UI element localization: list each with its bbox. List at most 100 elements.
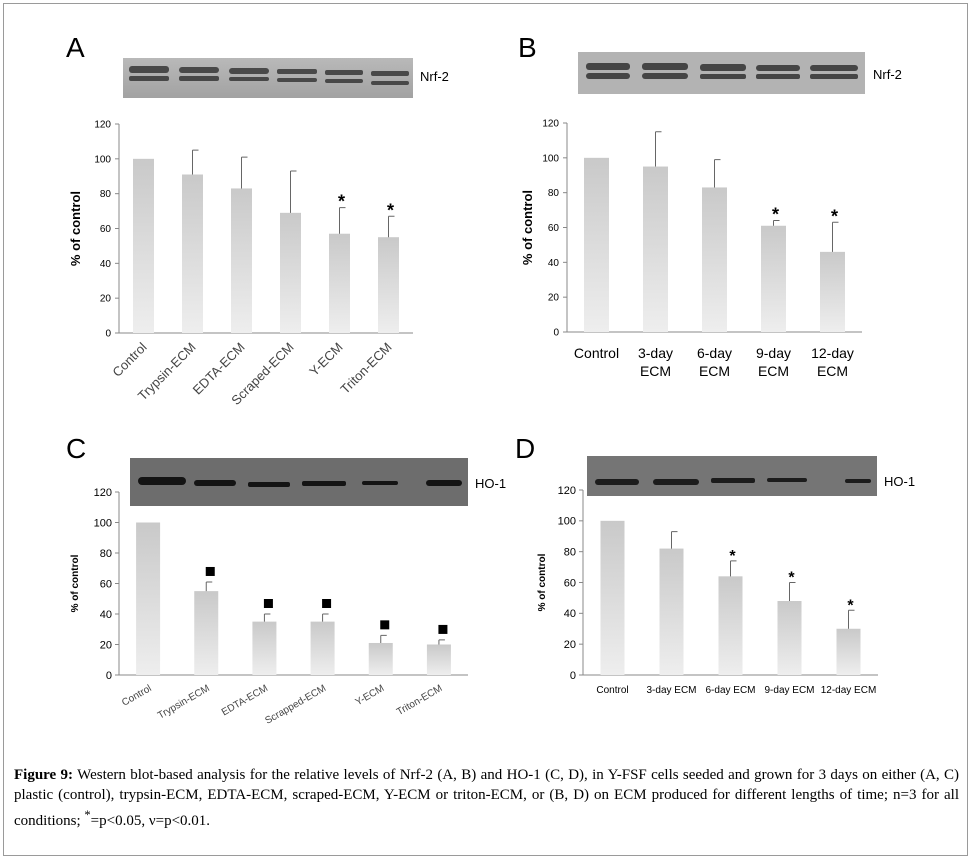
error-bar-a (241, 156, 248, 189)
significance-marker-a: * (338, 192, 345, 212)
significance-marker-c (322, 599, 332, 608)
error-bar-a (192, 149, 199, 175)
y-axis-label-a: % of control (68, 191, 83, 266)
significance-marker-c (438, 624, 448, 634)
y-tick-label-d: 0 (570, 670, 576, 682)
error-bar-c (205, 581, 213, 592)
x-tick-label-d: 9-day ECM (764, 685, 814, 696)
bar-c (426, 644, 451, 675)
significance-marker-d: * (729, 548, 736, 565)
caption-label: Figure 9: (14, 767, 74, 783)
blot-image-b (578, 52, 865, 94)
error-bar-b (714, 159, 721, 188)
y-tick-label-d: 120 (558, 485, 576, 497)
bar-a (182, 174, 203, 333)
bar-d (659, 548, 684, 675)
figure-frame (3, 3, 968, 856)
y-tick-label-c: 20 (100, 639, 112, 651)
panel-letter-a: A (66, 32, 85, 63)
significance-marker-d: * (847, 597, 854, 614)
y-tick-label-a: 80 (100, 189, 112, 200)
y-tick-label-d: 80 (564, 547, 576, 559)
figure-caption: Figure 9: Western blot-based analysis fo… (14, 765, 959, 831)
bar-a (133, 158, 154, 333)
blot-image-c (130, 458, 468, 506)
x-tick-label-d: Control (596, 685, 628, 696)
error-bar-a (388, 215, 395, 238)
significance-marker-a: * (387, 200, 394, 220)
y-tick-label-a: 100 (94, 154, 111, 165)
blot-label-b: Nrf-2 (873, 67, 902, 82)
bar-d (777, 601, 802, 675)
caption-text-2: =p<0.05, ν=p<0.01. (90, 813, 211, 829)
y-tick-label-a: 60 (100, 224, 112, 235)
error-bar-d (730, 560, 737, 577)
caption-text-1: Western blot-based analysis for the rela… (14, 767, 959, 829)
y-tick-label-c: 60 (100, 578, 112, 590)
significance-marker-c (380, 620, 390, 630)
significance-marker-b: * (831, 206, 838, 226)
bar-b (820, 251, 845, 332)
bar-d (600, 520, 625, 675)
y-tick-label-b: 100 (542, 153, 559, 164)
y-tick-label-c: 100 (94, 517, 112, 529)
x-tick-label-b: 12-day ECM (811, 345, 854, 379)
bar-c (252, 621, 277, 675)
error-bar-c (380, 634, 387, 643)
y-tick-label-b: 0 (553, 328, 559, 339)
blot-image-d (587, 456, 877, 496)
blot-label-d: HO-1 (884, 474, 916, 489)
y-tick-label-c: 80 (100, 548, 112, 560)
y-tick-label-c: 40 (100, 609, 112, 621)
y-tick-label-d: 60 (564, 577, 576, 589)
error-bar-d (789, 582, 796, 601)
y-tick-label-d: 20 (564, 639, 576, 651)
error-bar-b (655, 131, 662, 167)
bar-c (136, 522, 161, 675)
x-tick-label-d: 6-day ECM (705, 685, 755, 696)
x-tick-label-b: 6-day ECM (697, 345, 732, 379)
error-bar-d (671, 531, 678, 549)
bar-d (718, 576, 743, 675)
panel-letter-c: C (66, 433, 87, 464)
error-bar-b (773, 220, 780, 226)
error-bar-a (339, 207, 346, 234)
bar-a (329, 233, 350, 333)
x-tick-label-d: 3-day ECM (646, 685, 696, 696)
significance-marker-d: * (788, 570, 795, 587)
y-tick-label-a: 0 (105, 329, 111, 340)
y-tick-label-c: 120 (94, 487, 112, 499)
error-bar-c (263, 613, 271, 622)
bar-b (643, 166, 668, 332)
y-tick-label-d: 40 (564, 608, 576, 620)
bar-c (368, 642, 393, 675)
bar-a (231, 188, 252, 333)
y-axis-label-b: % of control (520, 190, 535, 265)
panel-letter-d: D (515, 433, 536, 464)
blot-label-c: HO-1 (475, 476, 507, 491)
significance-marker-c (263, 599, 273, 608)
bar-c (310, 621, 335, 675)
y-axis-label-c: % of control (70, 554, 81, 612)
error-bar-d (848, 609, 855, 629)
caption-sup: * (84, 808, 91, 822)
x-tick-label-b: 3-day ECM (638, 345, 673, 379)
y-tick-label-b: 40 (548, 258, 560, 269)
bar-b (761, 225, 786, 332)
y-tick-label-d: 100 (558, 516, 576, 528)
error-bar-a (290, 170, 297, 213)
y-tick-label-a: 20 (100, 294, 112, 305)
x-tick-label-b: Control (574, 345, 619, 361)
bar-b (702, 187, 727, 332)
x-tick-label-d: 12-day ECM (821, 685, 877, 696)
error-bar-c (322, 613, 329, 622)
error-bar-b (832, 221, 839, 252)
x-tick-label-b: 9-day ECM (756, 345, 791, 379)
bar-d (836, 628, 861, 675)
y-tick-label-c: 0 (106, 670, 112, 682)
y-tick-label-b: 80 (548, 188, 560, 199)
